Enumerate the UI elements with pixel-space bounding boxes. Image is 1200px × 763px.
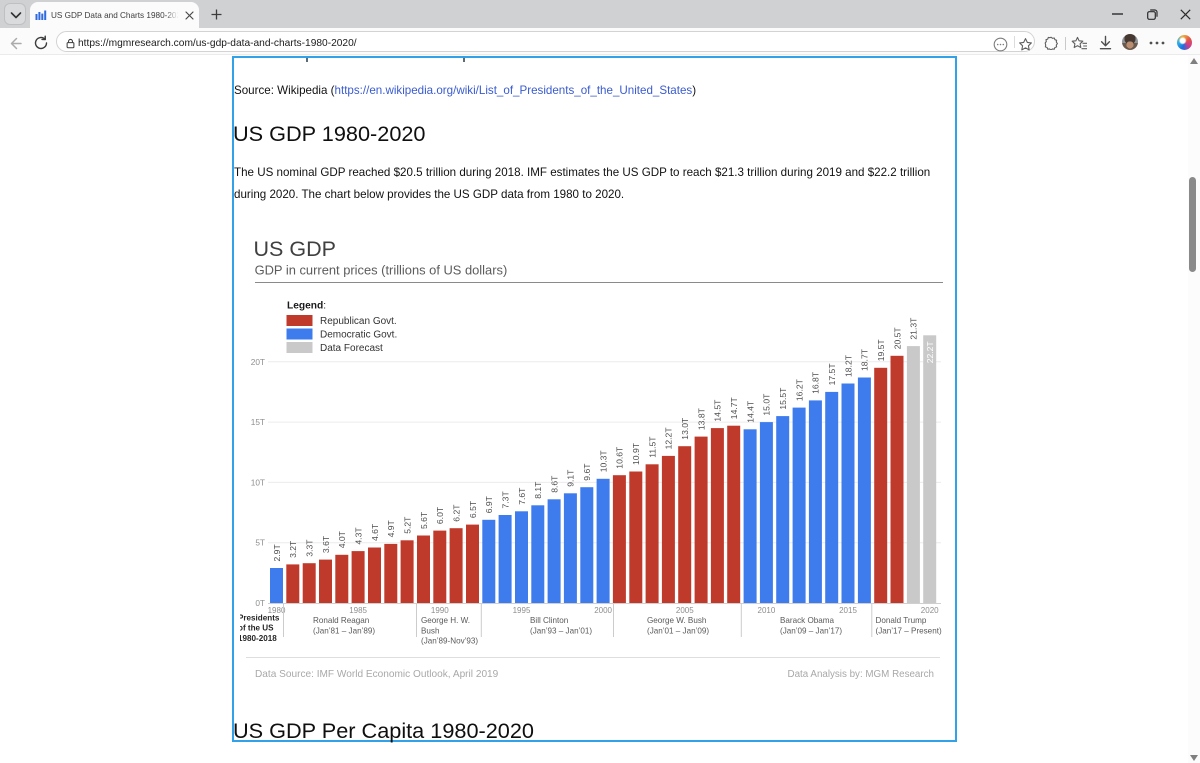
svg-text:13.0T: 13.0T — [680, 417, 690, 440]
svg-text:3.3T: 3.3T — [305, 539, 315, 557]
svg-text:1980: 1980 — [268, 606, 286, 615]
svg-text:8.1T: 8.1T — [533, 481, 543, 499]
svg-text:Democratic Govt.: Democratic Govt. — [320, 330, 397, 341]
svg-text:10.3T: 10.3T — [598, 450, 608, 473]
svg-text:7.6T: 7.6T — [517, 487, 527, 505]
svg-text:3.6T: 3.6T — [321, 535, 331, 553]
svg-text:15.0T: 15.0T — [762, 393, 772, 416]
svg-text:Republican Govt.: Republican Govt. — [320, 316, 397, 327]
svg-text:21.3T: 21.3T — [909, 317, 919, 340]
svg-text:17.5T: 17.5T — [827, 363, 837, 386]
svg-text:(Jan’17 – Present): (Jan’17 – Present) — [876, 626, 942, 635]
svg-text:George W. Bush: George W. Bush — [647, 616, 706, 625]
svg-text:11.5T: 11.5T — [647, 436, 657, 458]
svg-text:18.2T: 18.2T — [843, 354, 853, 377]
svg-text:4.3T: 4.3T — [353, 527, 363, 545]
svg-text:5.2T: 5.2T — [402, 516, 412, 534]
svg-text:16.2T: 16.2T — [794, 378, 804, 401]
svg-text:9.6T: 9.6T — [582, 463, 592, 481]
svg-text:10.9T: 10.9T — [631, 442, 641, 465]
svg-text:15T: 15T — [251, 417, 265, 427]
svg-text:(Jan’01 – Jan’09): (Jan’01 – Jan’09) — [647, 626, 709, 635]
svg-text:1995: 1995 — [513, 606, 531, 615]
svg-text:1985: 1985 — [349, 606, 367, 615]
svg-text:14.5T: 14.5T — [713, 399, 723, 422]
svg-text:3.2T: 3.2T — [288, 540, 298, 558]
svg-text:9.1T: 9.1T — [566, 469, 576, 487]
svg-text:20T: 20T — [251, 357, 265, 367]
svg-text:Legend:: Legend: — [287, 301, 326, 312]
svg-text:8.6T: 8.6T — [549, 475, 559, 493]
svg-text:Bill Clinton: Bill Clinton — [530, 616, 568, 625]
svg-text:(Jan’81 – Jan’89): (Jan’81 – Jan’89) — [313, 626, 375, 635]
svg-text:GDP in current prices (trillio: GDP in current prices (trillions of US d… — [255, 263, 508, 278]
svg-text:2.9T: 2.9T — [272, 544, 282, 562]
svg-text:14.7T: 14.7T — [729, 396, 739, 419]
svg-text:6.2T: 6.2T — [451, 504, 461, 522]
svg-text:20.5T: 20.5T — [892, 327, 902, 350]
svg-text:Barack Obama: Barack Obama — [780, 616, 834, 625]
svg-text:7.3T: 7.3T — [500, 491, 510, 509]
svg-text:Presidents: Presidents — [240, 614, 280, 623]
svg-text:0T: 0T — [255, 598, 265, 608]
svg-text:Donald Trump: Donald Trump — [876, 616, 927, 625]
svg-text:6.9T: 6.9T — [484, 495, 494, 513]
svg-text:4.6T: 4.6T — [370, 523, 380, 541]
svg-text:of the US: of the US — [240, 624, 274, 633]
svg-text:(Jan’89-Nov’93): (Jan’89-Nov’93) — [421, 637, 478, 646]
svg-text:6.0T: 6.0T — [435, 506, 445, 524]
svg-text:5T: 5T — [255, 538, 265, 548]
svg-text:4.9T: 4.9T — [386, 519, 396, 537]
svg-text:(Jan’93 – Jan’01): (Jan’93 – Jan’01) — [530, 626, 592, 635]
svg-text:2020: 2020 — [921, 606, 939, 615]
svg-text:1990: 1990 — [431, 606, 449, 615]
svg-text:16.8T: 16.8T — [811, 371, 821, 394]
svg-text:10.6T: 10.6T — [615, 446, 625, 469]
svg-text:2000: 2000 — [594, 606, 612, 615]
svg-text:14.4T: 14.4T — [745, 400, 755, 423]
svg-text:George H. W.: George H. W. — [421, 616, 470, 625]
svg-text:Data Analysis by: MGM Research: Data Analysis by: MGM Research — [788, 669, 934, 680]
svg-text:2005: 2005 — [676, 606, 694, 615]
svg-text:5.6T: 5.6T — [419, 511, 429, 529]
svg-text:US GDP: US GDP — [254, 237, 336, 261]
svg-text:13.8T: 13.8T — [696, 407, 706, 430]
svg-text:15.5T: 15.5T — [778, 387, 788, 410]
svg-text:Ronald Reagan: Ronald Reagan — [313, 616, 369, 625]
svg-text:Bush: Bush — [421, 626, 439, 635]
svg-text:6.5T: 6.5T — [468, 500, 478, 518]
svg-text:19.5T: 19.5T — [876, 339, 886, 362]
svg-text:Data Forecast: Data Forecast — [320, 343, 383, 354]
svg-text:2015: 2015 — [839, 606, 857, 615]
svg-text:4.0T: 4.0T — [337, 530, 347, 548]
svg-text:10T: 10T — [251, 477, 265, 487]
svg-text:18.7T: 18.7T — [860, 348, 870, 371]
svg-text:Data Source: IMF World Economi: Data Source: IMF World Economic Outlook,… — [255, 669, 499, 680]
svg-text:12.2T: 12.2T — [664, 427, 674, 450]
svg-text:(Jan’09 – Jan’17): (Jan’09 – Jan’17) — [780, 626, 842, 635]
svg-text:22.2T: 22.2T — [925, 341, 935, 364]
svg-text:1980-2018: 1980-2018 — [240, 634, 277, 643]
svg-text:2010: 2010 — [758, 606, 776, 615]
